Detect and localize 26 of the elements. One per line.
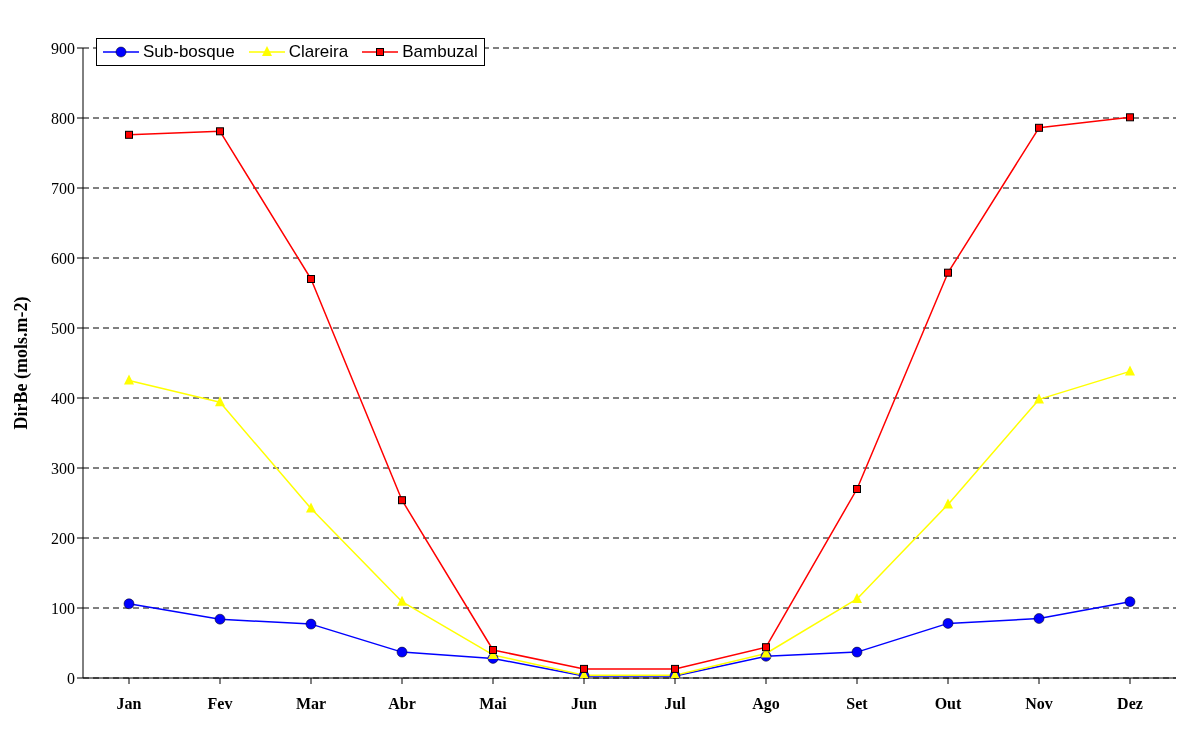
x-tick-label: Jul [664, 695, 687, 713]
x-tick-label: Mar [295, 695, 327, 713]
x-tick-label: Mai [479, 695, 508, 713]
y-tick-label: 800 [51, 109, 75, 127]
y-tick-label: 0 [67, 669, 75, 687]
y-tick-label: 100 [51, 599, 75, 617]
x-tick-label: Ago [752, 695, 780, 714]
y-tick-label: 700 [51, 179, 75, 197]
y-tick-label: 200 [51, 529, 75, 547]
y-axis-title: DirBe (mols.m-2) [11, 296, 33, 430]
x-tick-label: Set [846, 695, 869, 713]
x-tick-label: Out [934, 695, 963, 713]
legend-label: Sub-bosque [143, 42, 235, 62]
x-tick-label: Jun [571, 695, 597, 713]
y-tick-label: 400 [51, 389, 75, 407]
x-tick-label: Abr [388, 695, 416, 713]
x-tick-label: Dez [1117, 695, 1143, 713]
x-tick-label: Fev [207, 695, 233, 713]
legend-label: Clareira [288, 42, 349, 62]
y-tick-label: 600 [51, 249, 75, 267]
y-tick-label: 300 [51, 459, 75, 477]
legend-label: Bambuzal [402, 42, 478, 62]
x-tick-label: Nov [1025, 695, 1053, 713]
x-tick-label: Jan [116, 695, 142, 713]
y-tick-label: 500 [51, 319, 75, 337]
y-tick-label: 900 [51, 39, 75, 57]
